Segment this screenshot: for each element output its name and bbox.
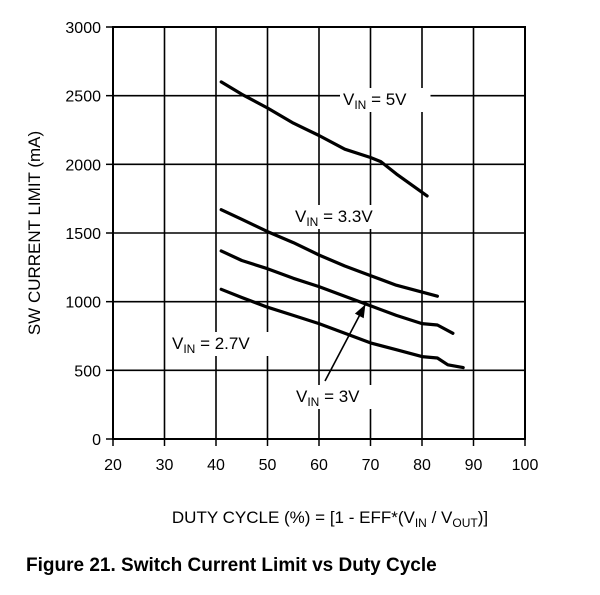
series-line-2 <box>219 249 455 335</box>
series-line-3 <box>219 287 465 370</box>
x-tick-label: 80 <box>413 457 431 474</box>
y-tick-label: 1500 <box>65 226 101 243</box>
series-lines <box>219 80 465 370</box>
y-tick-label: 2500 <box>65 89 101 106</box>
x-tick-label: 100 <box>512 457 539 474</box>
y-tick-label: 2000 <box>65 157 101 174</box>
x-axis-title: DUTY CYCLE (%) = [1 - EFF*(VIN / VOUT)] <box>172 508 488 530</box>
x-tick-label: 50 <box>259 457 277 474</box>
annotations: VIN = 5V VIN = 3.3V VIN = 2.7V VIN = 3V <box>169 88 431 409</box>
y-tick-label: 500 <box>74 363 101 380</box>
x-axis-title-suffix: )] <box>478 508 488 527</box>
x-axis-title-prefix: DUTY CYCLE (%) = [1 - EFF*(V <box>172 508 416 527</box>
y-axis-title: SW CURRENT LIMIT (mA) <box>25 131 44 335</box>
y-ticks: 0 500 1000 1500 2000 2500 3000 <box>65 20 113 449</box>
annotation-arrow-head <box>354 304 366 319</box>
x-axis-title-middle: / V <box>427 508 453 527</box>
y-tick-label: 0 <box>92 432 101 449</box>
x-axis-title-sub-in: IN <box>415 516 427 530</box>
y-tick-label: 3000 <box>65 20 101 37</box>
x-axis-title-sub-out: OUT <box>452 516 478 530</box>
annotation-bg <box>169 332 277 356</box>
chart: 0 500 1000 1500 2000 2500 3000 20 30 40 50 60 70 80 9… <box>25 20 538 530</box>
x-tick-label: 90 <box>465 457 483 474</box>
x-tick-label: 70 <box>362 457 380 474</box>
annotation-bg <box>292 205 400 229</box>
series-annotation-0: VIN = 5V <box>343 90 407 112</box>
x-tick-label: 60 <box>310 457 328 474</box>
annotation-bg <box>293 385 384 409</box>
annotation-arrow-line <box>324 304 367 382</box>
series-line-0 <box>219 80 429 198</box>
annotation-bg <box>340 88 431 112</box>
x-ticks: 20 30 40 50 60 70 80 90 100 <box>104 439 538 474</box>
series-annotation-1: VIN = 3.3V <box>295 207 373 229</box>
x-tick-label: 30 <box>156 457 174 474</box>
figure-caption: Figure 21. Switch Current Limit vs Duty … <box>26 555 437 576</box>
x-tick-label: 40 <box>207 457 225 474</box>
y-tick-label: 1000 <box>65 295 101 312</box>
series-annotation-3: VIN = 3V <box>296 387 360 409</box>
grid <box>113 27 525 439</box>
series-line-1 <box>219 208 439 298</box>
x-tick-label: 20 <box>104 457 122 474</box>
series-annotation-2: VIN = 2.7V <box>172 334 250 356</box>
